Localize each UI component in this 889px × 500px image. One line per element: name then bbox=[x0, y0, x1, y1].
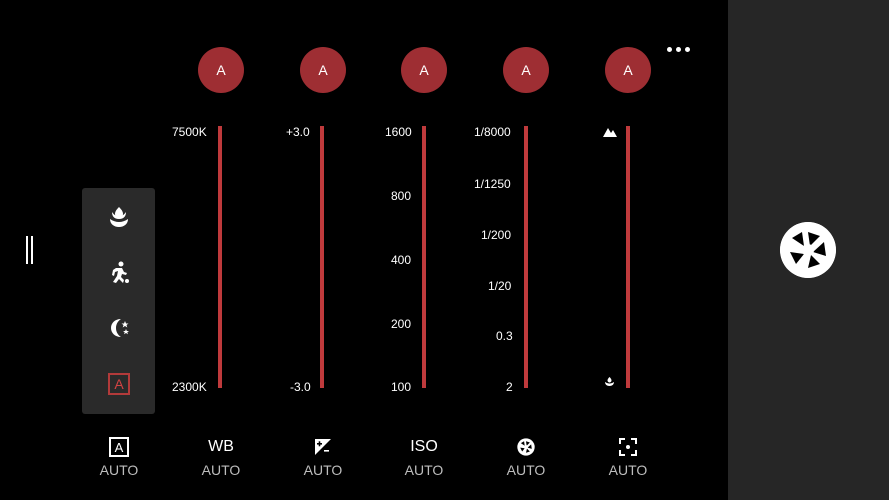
shutter-speed-tick: 2 bbox=[506, 380, 513, 394]
focus-slider[interactable] bbox=[626, 126, 630, 388]
exposure-tick-max: +3.0 bbox=[286, 125, 310, 139]
flower-small-icon bbox=[605, 377, 614, 386]
exposure-slider[interactable] bbox=[320, 126, 324, 388]
wb-slider[interactable] bbox=[218, 126, 222, 388]
night-moon-icon[interactable] bbox=[104, 313, 134, 343]
exposure-tick-min: -3.0 bbox=[290, 380, 311, 394]
macro-flower-icon[interactable] bbox=[104, 202, 134, 232]
mountain-icon bbox=[603, 128, 617, 137]
iso-tick: 100 bbox=[391, 380, 412, 394]
iso-tab[interactable]: ISO bbox=[410, 438, 438, 455]
exposure-label: AUTO bbox=[303, 462, 343, 478]
more-horizontal-icon bbox=[666, 46, 672, 52]
shutter-speed-label: AUTO bbox=[506, 462, 546, 478]
exposure-icon bbox=[315, 439, 331, 455]
auto-a-icon: A bbox=[109, 437, 129, 457]
shutter-speed-tick: 1/200 bbox=[481, 228, 512, 242]
shutter-speed-auto-button[interactable]: A bbox=[503, 47, 549, 93]
auto-mode-button[interactable]: A bbox=[104, 369, 134, 399]
wb-tick-max: 7500K bbox=[172, 125, 207, 139]
iso-auto-button[interactable]: A bbox=[401, 47, 447, 93]
aperture-icon bbox=[517, 438, 535, 456]
shutter-aperture-icon bbox=[780, 222, 836, 278]
iso-tick: 1600 bbox=[385, 125, 412, 139]
iso-slider[interactable] bbox=[422, 126, 426, 388]
focus-frame-icon bbox=[619, 438, 637, 456]
drag-handle-icon[interactable] bbox=[26, 236, 34, 264]
shutter-speed-tick: 0.3 bbox=[496, 329, 513, 343]
wb-label: AUTO bbox=[201, 462, 241, 478]
sports-runner-icon[interactable] bbox=[104, 258, 134, 288]
exposure-tab[interactable] bbox=[303, 437, 343, 457]
auto-mode-icon: A bbox=[108, 373, 130, 395]
wb-tick-min: 2300K bbox=[172, 380, 207, 394]
exposure-auto-button[interactable]: A bbox=[300, 47, 346, 93]
shutter-speed-tick: 1/1250 bbox=[474, 177, 511, 191]
scene-mode-tab[interactable]: A bbox=[99, 437, 139, 457]
shutter-speed-tab[interactable] bbox=[506, 437, 546, 457]
shutter-speed-slider[interactable] bbox=[524, 126, 528, 388]
iso-tick: 400 bbox=[391, 253, 412, 267]
more-menu-button[interactable] bbox=[664, 42, 692, 56]
wb-auto-button[interactable]: A bbox=[198, 47, 244, 93]
wb-tab[interactable]: WB bbox=[208, 438, 234, 455]
focus-auto-button[interactable]: A bbox=[605, 47, 651, 93]
iso-label: AUTO bbox=[404, 462, 444, 478]
shutter-speed-tick: 1/8000 bbox=[474, 125, 511, 139]
scene-mode-panel: A bbox=[82, 188, 155, 414]
focus-tab[interactable] bbox=[608, 437, 648, 457]
iso-tick: 800 bbox=[391, 189, 412, 203]
iso-tick: 200 bbox=[391, 317, 412, 331]
scene-mode-label: AUTO bbox=[99, 462, 139, 478]
focus-label: AUTO bbox=[608, 462, 648, 478]
shutter-speed-tick: 1/20 bbox=[488, 279, 512, 293]
shutter-button[interactable] bbox=[780, 222, 836, 278]
